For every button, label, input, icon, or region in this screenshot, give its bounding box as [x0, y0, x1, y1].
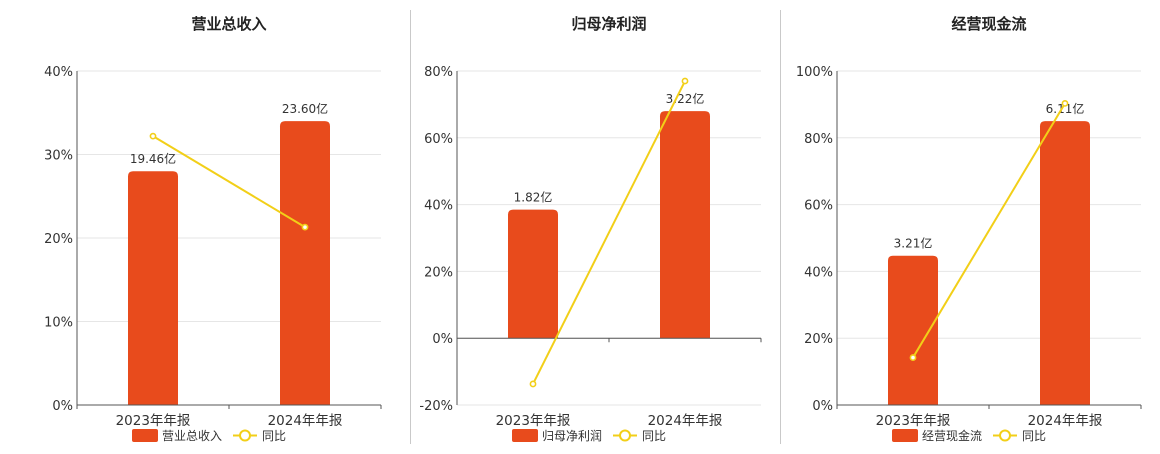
x-category-label: 2023年年报 [496, 413, 571, 429]
yoy-point [301, 223, 309, 231]
y-tick-label: 10% [44, 316, 73, 331]
bar [508, 209, 558, 339]
chart-panel-net-profit: 归母净利润 -20% 0% 20% 40% 60% 80% 1.82亿 3.22亿 2023年年报… [400, 0, 770, 450]
chart-title: 归母净利润 [571, 15, 646, 33]
y-tick-label: 60% [804, 199, 833, 214]
yoy-line [532, 80, 686, 385]
legend-line-marker [999, 429, 1011, 442]
bar [128, 171, 178, 405]
x-category-label: 2023年年报 [116, 413, 191, 429]
bar [660, 111, 710, 339]
yoy-point [1061, 99, 1069, 107]
bar-data-label: 1.82亿 [514, 190, 553, 205]
legend-bar-label: 归母净利润 [542, 429, 602, 443]
revenue-chart: 营业总收入 0% 10% 20% 30% 40% 19.46亿 23.60亿 2023年年报 20… [44, 15, 382, 443]
chart-panel-revenue: 营业总收入 0% 10% 20% 30% 40% 19.46亿 23.60亿 2023年年报 20… [20, 0, 390, 450]
legend-bar-label: 经营现金流 [922, 428, 982, 443]
chart-title: 营业总收入 [191, 15, 266, 33]
legend-line-label: 同比 [262, 429, 286, 443]
y-tick-label: 40% [424, 199, 453, 214]
y-tick-label: 20% [424, 265, 453, 280]
cash-flow-chart: 经营现金流 0% 20% 40% 60% 80% 100% 3.21亿 6.11亿 2023年年报… [796, 15, 1142, 443]
panel-divider [410, 10, 411, 444]
yoy-point [909, 354, 917, 361]
yoy-point [681, 77, 689, 85]
chart-panel-cash-flow: 经营现金流 0% 20% 40% 60% 80% 100% 3.21亿 6.11亿 2023年年报… [780, 0, 1150, 450]
yoy-line [152, 135, 306, 229]
y-tick-label: 40% [44, 65, 73, 80]
bar [888, 255, 938, 405]
yoy-point [529, 380, 537, 388]
bar [1040, 121, 1090, 405]
legend-line-marker [239, 429, 251, 442]
bar-data-label: 6.11亿 [1046, 101, 1085, 116]
legend-line-label: 同比 [642, 429, 666, 443]
x-category-label: 2024年年报 [1028, 413, 1103, 429]
y-tick-label: -20% [419, 399, 453, 414]
bar-data-label: 23.60亿 [282, 101, 328, 116]
y-tick-label: 40% [804, 265, 833, 280]
y-tick-label: 0% [52, 399, 73, 414]
bar [280, 121, 330, 405]
legend-bar-swatch [892, 429, 918, 442]
panel-divider [780, 10, 781, 444]
legend-bar-label: 营业总收入 [162, 429, 222, 443]
legend-line-marker [619, 429, 631, 442]
legend-bar-swatch [512, 429, 538, 442]
chart-title: 经营现金流 [951, 15, 1026, 33]
y-tick-label: 0% [432, 332, 453, 347]
y-tick-label: 80% [424, 65, 453, 80]
y-tick-label: 20% [44, 232, 73, 247]
y-tick-label: 80% [804, 132, 833, 147]
chart-legend: 归母净利润 同比 [512, 429, 666, 443]
y-tick-label: 30% [44, 149, 73, 164]
y-tick-label: 100% [796, 65, 833, 80]
chart-legend: 经营现金流 同比 [892, 428, 1046, 443]
x-category-label: 2024年年报 [648, 413, 723, 429]
bar-data-label: 19.46亿 [130, 151, 176, 166]
yoy-line [912, 102, 1066, 359]
x-category-label: 2023年年报 [876, 413, 951, 429]
bar-data-label: 3.21亿 [894, 236, 933, 251]
yoy-point [149, 132, 157, 140]
y-tick-label: 20% [804, 332, 833, 347]
chart-legend: 营业总收入 同比 [132, 429, 286, 443]
y-tick-label: 0% [812, 399, 833, 414]
x-category-label: 2024年年报 [268, 413, 343, 429]
net-profit-chart: 归母净利润 -20% 0% 20% 40% 60% 80% 1.82亿 3.22亿 2023年年报… [419, 15, 762, 443]
y-tick-label: 60% [424, 132, 453, 147]
legend-line-label: 同比 [1022, 429, 1046, 443]
legend-bar-swatch [132, 429, 158, 442]
bar-data-label: 3.22亿 [666, 91, 705, 106]
